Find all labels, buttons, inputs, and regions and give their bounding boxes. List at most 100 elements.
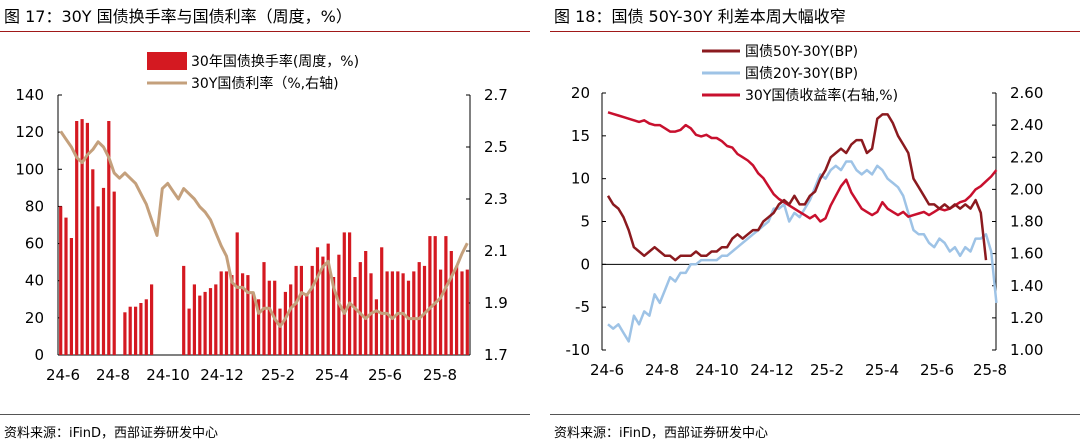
legend-bar-label: 30年国债换手率(周度，%) — [191, 53, 359, 70]
left-y-tick-label: 40 — [25, 272, 44, 290]
turnover-bar — [326, 243, 330, 355]
turnover-bar — [455, 265, 459, 355]
turnover-bar — [69, 238, 73, 355]
turnover-bar — [439, 269, 443, 355]
x-tick-label: 25-2 — [261, 366, 295, 384]
turnover-bar — [444, 236, 448, 355]
x-tick-label: 25-6 — [920, 361, 954, 379]
turnover-bar — [422, 265, 427, 355]
right-y-tick-label: 1.20 — [1010, 309, 1043, 327]
turnover-bar — [353, 277, 357, 355]
left-chart-svg: 0 20 40 60 80 100 120 140 1.7 1.9 2.1 2.3 2.5 2.7 24-6… — [15, 52, 508, 384]
left-y-tick-label: 0 — [34, 346, 44, 364]
turnover-bar — [85, 122, 89, 356]
x-tick-label: 25-4 — [315, 366, 349, 384]
x-tick-label: 25-6 — [368, 366, 402, 384]
turnover-bar — [305, 293, 309, 355]
turnover-bar — [144, 299, 148, 355]
left-y-tick-label: -10 — [566, 341, 591, 359]
spread-50y-30y-line — [606, 113, 988, 262]
turnover-bar — [203, 291, 207, 355]
legend-line-label: 30Y国债利率（%,右轴) — [191, 75, 339, 92]
turnover-bar — [123, 312, 127, 355]
yield-30y-line — [59, 130, 469, 328]
turnover-bar — [380, 247, 384, 355]
legend-bar-swatch — [147, 52, 187, 70]
turnover-bar — [289, 284, 293, 355]
legend-label-yield: 30Y国债收益率(右轴,%) — [745, 87, 898, 104]
left-y-tick-label: 20 — [571, 84, 590, 102]
x-tick-label: 25-8 — [423, 366, 457, 384]
right-y-tick-label: 1.60 — [1010, 245, 1043, 263]
turnover-bar — [134, 306, 138, 355]
turnover-bar — [112, 191, 116, 355]
turnover-bar — [235, 232, 239, 355]
left-chart-panel: 图 17：30Y 国债换手率与国债利率（周度，%） 0 20 40 60 80 100 12… — [0, 0, 530, 445]
x-tick-label: 24-6 — [590, 361, 624, 379]
right-y-tick-label: 2.20 — [1010, 148, 1043, 166]
right-chart-panel: 图 18：国债 50Y-30Y 利差本周大幅收窄 -10 -5 0 5 10 15 20 1.… — [550, 0, 1080, 445]
x-tick-label: 24-10 — [695, 361, 739, 379]
left-y-tick-label: 0 — [580, 255, 590, 273]
right-chart-title: 图 18：国债 50Y-30Y 利差本周大幅收窄 — [554, 7, 846, 26]
turnover-bar — [342, 232, 346, 355]
turnover-bar — [59, 206, 63, 355]
legend-label-20y-30y: 国债20Y-30Y(BP) — [745, 66, 858, 82]
x-tick-label: 25-8 — [973, 361, 1007, 379]
turnover-bar — [433, 236, 437, 355]
turnover-bar — [364, 251, 368, 355]
turnover-bar — [299, 265, 303, 355]
right-y-tick-label: 2.7 — [484, 86, 508, 104]
right-y-tick-label: 1.80 — [1010, 213, 1043, 231]
turnover-bar — [128, 306, 132, 355]
turnover-bar — [91, 169, 95, 355]
turnover-bar — [257, 299, 261, 355]
turnover-bar — [390, 271, 394, 355]
turnover-bar — [283, 291, 287, 355]
left-y-tick-label: 5 — [580, 213, 590, 231]
turnover-bar — [460, 271, 464, 355]
turnover-bar — [348, 232, 352, 355]
left-y-tick-label: 20 — [25, 309, 44, 327]
turnover-bar — [241, 273, 245, 355]
turnover-bar — [208, 288, 213, 355]
turnover-bar — [187, 308, 191, 355]
turnover-bar — [294, 265, 298, 355]
right-y-tick-label: 1.9 — [484, 294, 508, 312]
right-y-tick-label: 2.00 — [1010, 180, 1043, 198]
x-tick-label: 24-8 — [645, 361, 679, 379]
left-y-tick-label: 80 — [25, 197, 44, 215]
turnover-bar — [219, 271, 223, 355]
x-tick-label: 24-10 — [146, 366, 190, 384]
turnover-bar — [214, 284, 218, 355]
turnover-bar — [449, 251, 453, 355]
turnover-bar — [198, 295, 202, 355]
x-tick-label: 25-2 — [810, 361, 844, 379]
left-chart-title: 图 17：30Y 国债换手率与国债利率（周度，%） — [4, 7, 352, 26]
spread-20y-30y-line — [607, 160, 998, 343]
turnover-bar — [310, 265, 314, 355]
turnover-bar — [315, 247, 320, 355]
turnover-bar — [75, 121, 79, 355]
turnover-bar — [251, 293, 255, 355]
turnover-bar — [332, 277, 336, 355]
turnover-bar — [64, 217, 68, 355]
turnover-bar — [150, 284, 154, 355]
x-tick-label: 24-6 — [46, 366, 80, 384]
right-y-tick-label: 1.7 — [484, 346, 508, 364]
turnover-bar — [417, 262, 421, 355]
turnover-bar — [230, 275, 234, 355]
right-source-rule — [550, 414, 1080, 415]
turnover-bar — [267, 280, 271, 355]
left-y-tick-label: 140 — [15, 86, 44, 104]
turnover-bar — [101, 187, 106, 355]
left-y-tick-label: -5 — [575, 298, 590, 316]
left-source-rule — [0, 414, 530, 415]
legend-label-50y-30y: 国债50Y-30Y(BP) — [745, 44, 858, 60]
right-y-tick-label: 1.40 — [1010, 277, 1043, 295]
right-y-tick-label: 2.5 — [484, 138, 508, 156]
turnover-bar — [224, 271, 229, 355]
right-y-tick-label: 2.40 — [1010, 116, 1043, 134]
left-title-rule — [0, 31, 530, 32]
left-y-tick-label: 100 — [15, 160, 44, 178]
